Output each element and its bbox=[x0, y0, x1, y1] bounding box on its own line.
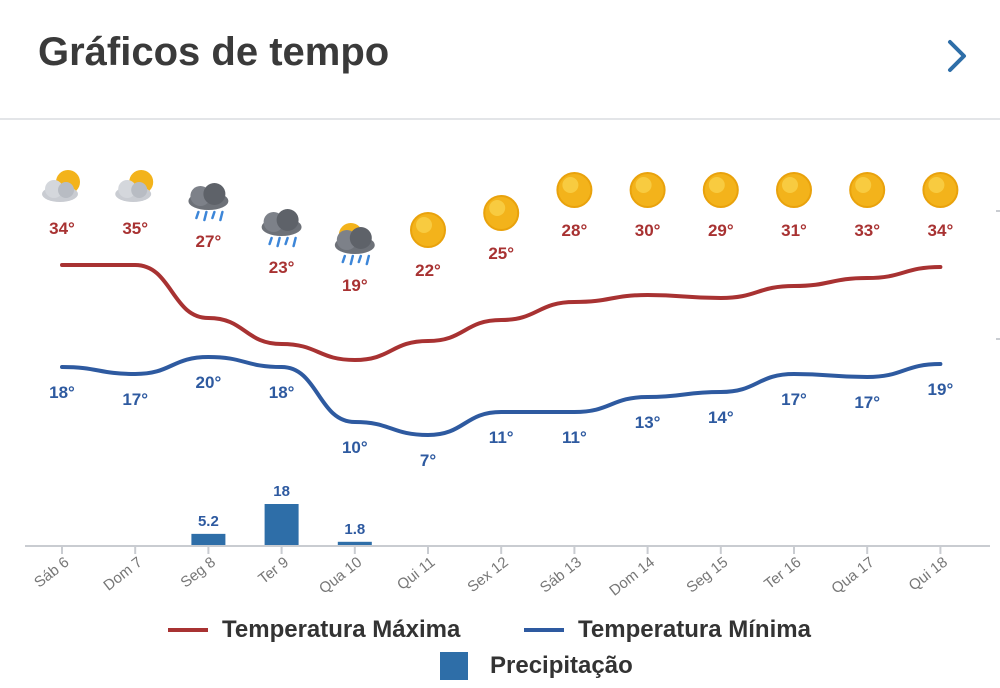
partly-sunny-icon bbox=[115, 170, 154, 202]
sun-icon bbox=[922, 172, 959, 208]
x-tick-label: Ter 9 bbox=[255, 554, 292, 588]
max-temp-label: 27° bbox=[196, 232, 222, 251]
min-temp-label: 14° bbox=[708, 408, 734, 427]
max-temp-label: 23° bbox=[269, 258, 295, 277]
x-tick-label: Qui 11 bbox=[394, 554, 438, 594]
precip-bar bbox=[264, 504, 299, 546]
x-tick-label: Qui 18 bbox=[906, 554, 951, 595]
max-temp-label: 34° bbox=[49, 219, 75, 238]
partly-sunny-icon bbox=[42, 170, 80, 202]
x-tick-label: Seg 15 bbox=[683, 554, 731, 597]
x-tick-label: Sáb 6 bbox=[31, 554, 72, 592]
chart-header: Gráficos de tempo bbox=[0, 0, 1000, 120]
legend-swatch-min bbox=[524, 628, 564, 632]
min-temp-label: 17° bbox=[122, 390, 148, 409]
min-temp-label: 18° bbox=[49, 383, 75, 402]
rain-cloud-icon bbox=[188, 183, 229, 222]
legend-swatch-max bbox=[168, 628, 208, 632]
chevron-right-icon[interactable] bbox=[940, 36, 976, 76]
chart-legend: Temperatura Máxima Temperatura Mínima Pr… bbox=[0, 606, 1000, 688]
max-temp-label: 33° bbox=[854, 221, 880, 240]
sun-icon bbox=[410, 212, 446, 248]
legend-label-precip: Precipitação bbox=[490, 652, 633, 679]
min-temp-label: 17° bbox=[854, 393, 880, 412]
legend-swatch-precip bbox=[440, 652, 468, 680]
min-temp-label: 19° bbox=[928, 380, 954, 399]
x-tick-label: Ter 16 bbox=[761, 554, 804, 593]
precip-label: 18 bbox=[273, 483, 290, 500]
rain-cloud-icon bbox=[261, 209, 302, 248]
min-temp-label: 11° bbox=[562, 428, 587, 447]
x-tick-label: Sex 12 bbox=[464, 554, 511, 596]
precip-label: 1.8 bbox=[344, 521, 365, 538]
sun-icon bbox=[702, 172, 739, 208]
x-tick-label: Sáb 13 bbox=[537, 554, 585, 597]
max-temp-label: 28° bbox=[562, 221, 588, 240]
max-temp-label: 30° bbox=[635, 221, 661, 240]
precip-bar bbox=[191, 533, 226, 546]
sun-icon bbox=[556, 172, 593, 208]
min-temp-label: 17° bbox=[781, 390, 807, 409]
max-temp-label: 34° bbox=[928, 221, 954, 240]
legend-item-max: Temperatura Máxima bbox=[168, 616, 460, 644]
sun-icon bbox=[483, 195, 520, 231]
x-tick-label: Qua 10 bbox=[316, 554, 365, 598]
x-tick-label: Qua 17 bbox=[828, 554, 877, 598]
sun-icon bbox=[629, 172, 666, 208]
min-temp-label: 7° bbox=[420, 451, 436, 470]
page-title: Gráficos de tempo bbox=[38, 30, 390, 74]
min-temp-label: 13° bbox=[635, 413, 661, 432]
legend-item-precip: Precipitação bbox=[440, 652, 633, 680]
x-tick-label: Seg 8 bbox=[178, 554, 219, 592]
min-temp-label: 20° bbox=[196, 373, 222, 392]
max-temp-label: 31° bbox=[781, 221, 807, 240]
legend-item-min: Temperatura Mínima bbox=[524, 616, 811, 644]
min-temp-label: 10° bbox=[342, 438, 368, 457]
min-temp-label: 11° bbox=[489, 428, 514, 447]
sun-icon bbox=[849, 172, 886, 208]
axis-side-tick bbox=[996, 210, 1000, 212]
precip-bar bbox=[337, 541, 372, 546]
min-temp-line bbox=[60, 354, 943, 438]
x-tick-label: Dom 7 bbox=[100, 554, 145, 595]
max-temp-label: 25° bbox=[488, 244, 514, 263]
min-temp-label: 18° bbox=[269, 383, 295, 402]
max-temp-label: 35° bbox=[122, 219, 148, 238]
legend-label-max: Temperatura Máxima bbox=[222, 616, 461, 643]
precip-label: 5.2 bbox=[198, 513, 219, 530]
legend-label-min: Temperatura Mínima bbox=[578, 616, 811, 643]
x-tick-label: Dom 14 bbox=[606, 554, 658, 600]
max-temp-line bbox=[60, 263, 943, 363]
sun-icon bbox=[776, 172, 812, 208]
max-temp-label: 29° bbox=[708, 221, 734, 240]
max-temp-label: 22° bbox=[415, 261, 441, 280]
sun-rain-cloud-icon bbox=[334, 223, 375, 266]
max-temp-label: 19° bbox=[342, 276, 368, 295]
axis-side-tick bbox=[996, 338, 1000, 340]
weather-chart: 34° 35° 27° 23° 19° 22° 25° 28° 30° 29° 31° 33° 34° 1… bbox=[25, 170, 990, 600]
